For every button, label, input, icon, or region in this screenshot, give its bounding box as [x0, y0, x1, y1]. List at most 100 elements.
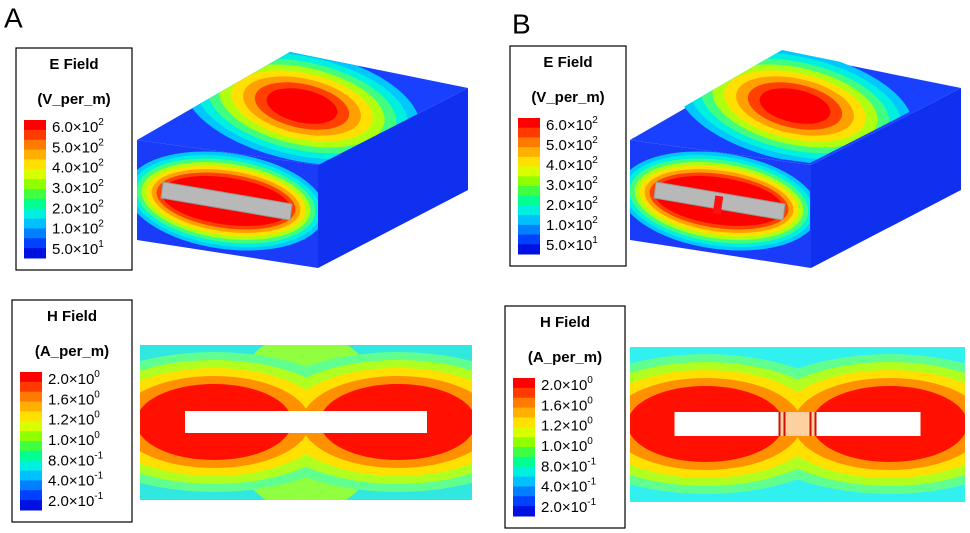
tick-exponent: 2	[98, 218, 104, 229]
colorbar-band	[24, 218, 46, 229]
colorbar-band	[518, 186, 540, 197]
box-side	[811, 88, 961, 268]
colorbar-band	[518, 215, 540, 226]
e-field-box	[630, 50, 961, 268]
legend-title: E Field	[543, 54, 592, 71]
legend-title: H Field	[540, 314, 590, 331]
colorbar-band	[20, 460, 42, 472]
antenna	[160, 181, 293, 221]
legend-tick-label: 1.0×102	[546, 215, 598, 234]
legend-tick-label: 8.0×10-1	[541, 456, 597, 475]
legend-tick-label: 6.0×102	[546, 115, 598, 134]
tick-exponent: 2	[592, 175, 598, 186]
tick-base: 3.0×10	[546, 177, 592, 194]
legend-unit: (A_per_m)	[35, 343, 109, 360]
colorbar-band	[20, 450, 42, 462]
tick-base: 5.0×10	[52, 139, 98, 156]
h-field-map	[630, 347, 965, 502]
tick-base: 2.0×10	[48, 493, 94, 510]
tick-exponent: 0	[94, 369, 100, 380]
gap-edge	[783, 412, 786, 436]
tick-exponent: 2	[98, 157, 104, 168]
colorbar-band	[20, 431, 42, 442]
legend-tick-label: 4.0×102	[546, 155, 598, 174]
tick-base: 2.0×10	[541, 499, 587, 516]
colorbar-band	[24, 120, 46, 131]
e-field-box	[137, 52, 468, 268]
tick-exponent: 2	[592, 155, 598, 166]
colorbar-band	[518, 195, 540, 206]
tick-base: 2.0×10	[52, 200, 98, 217]
tick-base: 5.0×10	[52, 241, 98, 258]
colorbar-band	[513, 378, 535, 389]
tick-exponent: 2	[592, 115, 598, 126]
colorbar-band	[24, 159, 46, 170]
tick-base: 1.0×10	[48, 432, 94, 449]
legend-tick-label: 1.2×100	[48, 409, 100, 428]
legend-tick-label: 2.0×100	[541, 375, 593, 394]
tick-base: 8.0×10	[541, 458, 587, 475]
legend-tick-label: 4.0×10-1	[541, 476, 597, 495]
tick-exponent: -1	[94, 470, 103, 481]
legend-tick-label: 1.2×100	[541, 415, 593, 434]
tick-exponent: 1	[592, 235, 598, 246]
colorbar-band	[518, 176, 540, 187]
tick-base: 6.0×10	[52, 119, 98, 136]
colorbar-band	[513, 466, 535, 478]
legend-unit: (V_per_m)	[37, 91, 110, 108]
legend-tick-label: 2.0×10-1	[48, 491, 104, 510]
tick-exponent: 2	[592, 215, 598, 226]
tick-base: 6.0×10	[546, 117, 592, 134]
antenna	[185, 411, 427, 433]
legend-tick-label: 3.0×102	[546, 175, 598, 194]
colorbar-band	[20, 500, 42, 511]
colorbar-band	[24, 228, 46, 239]
colorbar-band	[513, 397, 535, 409]
legend-title: H Field	[47, 308, 97, 325]
tick-exponent: 0	[587, 436, 593, 447]
legend-tick-label: 2.0×102	[52, 198, 104, 217]
tick-base: 4.0×10	[546, 157, 592, 174]
colorbar-band	[518, 205, 540, 216]
legend-tick-label: 6.0×102	[52, 117, 104, 136]
colorbar-band	[513, 456, 535, 468]
legend-tick-label: 5.0×101	[52, 239, 104, 258]
tick-base: 1.0×10	[52, 221, 98, 238]
colorbar-band	[24, 248, 46, 259]
legend-tick-label: 1.0×100	[48, 430, 100, 449]
tick-exponent: 2	[98, 117, 104, 128]
tick-exponent: 0	[94, 430, 100, 441]
tick-exponent: 2	[98, 137, 104, 148]
tick-base: 5.0×10	[546, 237, 592, 254]
legend-tick-label: 4.0×102	[52, 157, 104, 176]
colorbar-band	[518, 224, 540, 236]
colorbar-band	[20, 411, 42, 422]
legend: H Field(A_per_m)2.0×1001.6×1001.2×1001.0…	[504, 305, 626, 529]
legend-tick-label: 1.0×100	[541, 436, 593, 455]
legend-tick-label: 2.0×10-1	[541, 497, 597, 516]
gap-edge	[778, 412, 781, 436]
antenna	[815, 412, 921, 436]
colorbar-band	[518, 244, 540, 255]
tick-exponent: -1	[587, 456, 596, 467]
colorbar-band	[20, 381, 42, 393]
colorbar-band	[518, 137, 540, 148]
colorbar-band	[24, 169, 46, 180]
tick-base: 8.0×10	[48, 452, 94, 469]
tick-exponent: 2	[98, 178, 104, 189]
colorbar-band	[513, 427, 535, 438]
colorbar-band	[24, 198, 46, 210]
panel-label: A	[4, 2, 23, 33]
legend: E Field(V_per_m)6.0×1025.0×1024.0×1023.0…	[15, 47, 133, 271]
tick-base: 1.0×10	[546, 217, 592, 234]
colorbar-band	[20, 401, 42, 412]
legend-tick-label: 2.0×102	[546, 195, 598, 214]
legend-title: E Field	[49, 56, 98, 73]
legend-tick-label: 1.0×102	[52, 218, 104, 237]
hotspot-ring	[759, 88, 831, 124]
legend: E Field(V_per_m)6.0×1025.0×1024.0×1023.0…	[509, 45, 627, 267]
colorbar-band	[518, 166, 540, 177]
legend-tick-label: 1.6×100	[48, 389, 100, 408]
tick-base: 2.0×10	[48, 371, 94, 388]
tick-exponent: 0	[587, 395, 593, 406]
